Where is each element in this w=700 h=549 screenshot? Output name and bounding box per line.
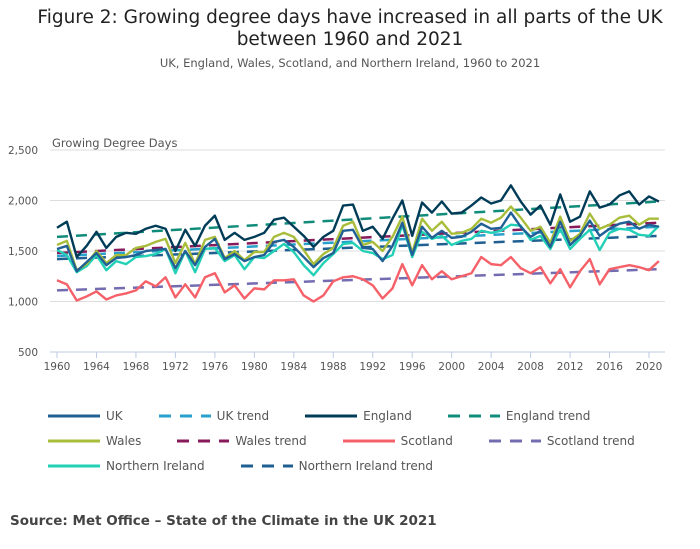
legend-swatch bbox=[48, 414, 100, 417]
x-tick-label: 1980 bbox=[241, 361, 268, 373]
series-england bbox=[56, 184, 660, 259]
legend-item[interactable]: Scotland bbox=[342, 432, 453, 449]
legend-swatch bbox=[488, 439, 541, 442]
legend-label: England bbox=[363, 408, 412, 423]
x-tick-label: 2020 bbox=[636, 361, 663, 373]
legend-swatch bbox=[342, 439, 395, 442]
line-chart: Growing Degree Days 500 1,000 1,500 2,000 2,… bbox=[8, 136, 665, 373]
series-scotland-trend bbox=[56, 267, 659, 292]
legend-swatch bbox=[447, 414, 500, 417]
legend-swatch bbox=[48, 464, 100, 467]
legend-swatch bbox=[48, 439, 100, 442]
x-tick-label: 2000 bbox=[438, 361, 465, 373]
legend-swatch bbox=[305, 414, 358, 417]
series-wales bbox=[56, 205, 659, 272]
legend-item[interactable]: Northern Ireland trend bbox=[240, 457, 433, 474]
legend-label: Wales bbox=[106, 433, 142, 448]
x-tick-label: 1960 bbox=[44, 361, 71, 373]
x-tick-label: 2012 bbox=[557, 361, 584, 373]
x-tick-label: 1992 bbox=[359, 361, 386, 373]
y-tick-label: 1,500 bbox=[8, 246, 38, 258]
y-tick-label: 500 bbox=[18, 347, 38, 359]
series-scotland bbox=[56, 255, 660, 303]
chart-title: Figure 2: Growing degree days have incre… bbox=[37, 7, 663, 50]
chart-subtitle: UK, England, Wales, Scotland, and Northe… bbox=[159, 56, 541, 70]
y-tick-label: 2,000 bbox=[8, 196, 38, 208]
legend-label: Scotland trend bbox=[546, 433, 635, 448]
legend-item[interactable]: UK trend bbox=[158, 407, 270, 424]
legend-label: Wales trend bbox=[235, 433, 307, 448]
series-northern-ireland-trend bbox=[56, 234, 659, 261]
legend-item[interactable]: Wales bbox=[48, 432, 141, 449]
legend-item[interactable]: UK bbox=[48, 407, 123, 424]
legend-label: Northern Ireland bbox=[106, 458, 205, 473]
legend-swatch bbox=[240, 464, 293, 467]
legend-swatch bbox=[177, 439, 230, 442]
legend-label: England trend bbox=[505, 408, 591, 423]
legend-item[interactable]: Scotland trend bbox=[488, 432, 635, 449]
x-tick-label: 2004 bbox=[478, 361, 505, 373]
x-tick-label: 1996 bbox=[399, 361, 426, 373]
legend: UK UK trend England England trend Wales Wales… bbox=[48, 407, 688, 474]
legend-item[interactable]: Northern Ireland bbox=[48, 457, 205, 474]
legend-label: UK bbox=[106, 408, 123, 423]
x-tick-label: 1964 bbox=[83, 361, 110, 373]
x-tick-label: 1988 bbox=[320, 361, 347, 373]
legend-swatch bbox=[158, 414, 211, 417]
source-note: Source: Met Office – State of the Climat… bbox=[10, 513, 437, 529]
series-england-trend bbox=[56, 200, 659, 239]
x-tick-label: 1976 bbox=[201, 361, 228, 373]
legend-item[interactable]: England trend bbox=[447, 407, 591, 424]
x-tick-label: 2016 bbox=[596, 361, 623, 373]
series-northern-ireland bbox=[56, 223, 660, 277]
legend-label: UK trend bbox=[216, 408, 270, 423]
y-axis-label: Growing Degree Days bbox=[52, 136, 177, 150]
legend-item[interactable]: Wales trend bbox=[177, 432, 307, 449]
x-tick-label: 1972 bbox=[162, 361, 189, 373]
legend-label: Scotland bbox=[400, 433, 453, 448]
x-tick-label: 2008 bbox=[517, 361, 544, 373]
x-tick-label: 1968 bbox=[123, 361, 150, 373]
legend-label: Northern Ireland trend bbox=[298, 458, 433, 473]
legend-item[interactable]: England bbox=[305, 407, 412, 424]
y-tick-label: 2,500 bbox=[8, 145, 38, 157]
series-uk bbox=[56, 211, 660, 273]
x-tick-label: 1984 bbox=[280, 361, 307, 373]
y-tick-label: 1,000 bbox=[8, 297, 38, 309]
